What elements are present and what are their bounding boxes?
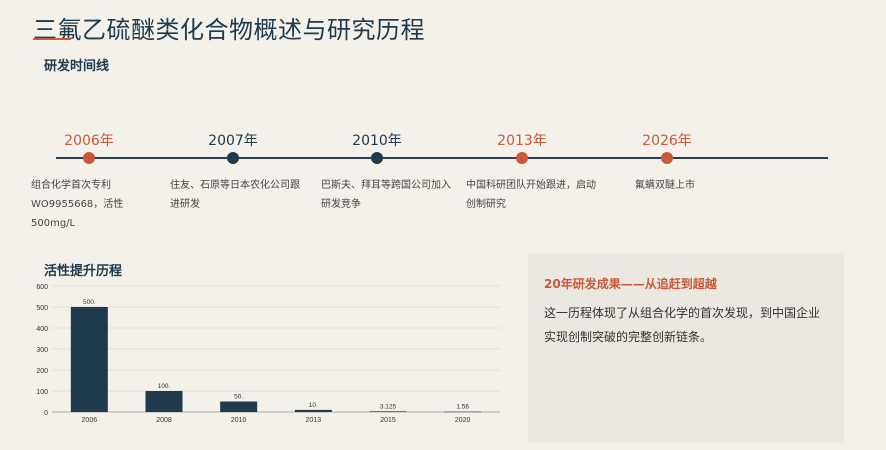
timeline-axis <box>56 157 828 159</box>
bar-2020 <box>444 411 482 413</box>
summary-panel: 20年研发成果——从追赶到超越 这一历程体现了从组合化学的首次发现，到中国企业实… <box>528 253 844 443</box>
y-tick-label: 200 <box>36 368 48 375</box>
bar-value-label: 500. <box>83 299 96 306</box>
timeline-dot-2007 <box>227 152 239 164</box>
timeline-dot-2006 <box>83 152 95 164</box>
timeline-desc-2006: 组合化学首次专利 WO9955668，活性500mg/L <box>31 176 161 233</box>
x-tick-label: 2020 <box>455 417 471 424</box>
timeline-desc-line: 氟螨双醚上市 <box>635 180 695 191</box>
bar-2006 <box>70 307 108 412</box>
timeline-desc-2013: 中国科研团队开始跟进，启动 创制研究 <box>466 176 606 214</box>
timeline-year-2026: 2026年 <box>642 133 692 149</box>
title-underline <box>33 38 71 40</box>
x-tick-label: 2006 <box>82 417 98 424</box>
y-tick-label: 400 <box>36 326 48 333</box>
timeline-desc-line: 巴斯夫、拜耳等跨国公司加入 <box>321 180 451 191</box>
timeline-desc-line: WO9955668，活性500mg/L <box>31 199 124 229</box>
y-tick-label: 500 <box>36 305 48 312</box>
timeline-year-2010: 2010年 <box>352 133 402 149</box>
bar-value-label: 50. <box>234 394 243 401</box>
page-title: 三氟乙硫醚类化合物概述与研究历程 <box>33 16 425 44</box>
timeline-year-2007: 2007年 <box>208 133 258 149</box>
bar-2010 <box>220 401 258 412</box>
bar-value-label: 100. <box>158 383 171 390</box>
timeline-desc-line: 研发竞争 <box>321 199 361 210</box>
bar-2013 <box>294 409 332 412</box>
y-tick-label: 300 <box>36 347 48 354</box>
panel-body: 这一历程体现了从组合化学的首次发现，到中国企业实现创制突破的完整创新链条。 <box>544 306 821 344</box>
timeline-desc-line: 组合化学首次专利 <box>31 180 111 191</box>
bar-chart-svg: 0 100 200 300 400 500 600 500. 2006 100. 2008 50. 20… <box>36 284 500 424</box>
bar-2015 <box>369 411 407 412</box>
timeline-desc-line: 住友、石原等日本农化公司跟 <box>170 180 300 191</box>
chart-heading: 活性提升历程 <box>44 264 123 279</box>
y-tick-label: 100 <box>36 389 48 396</box>
timeline-desc-2026: 氟螨双醚上市 <box>635 176 775 195</box>
timeline-desc-2007: 住友、石原等日本农化公司跟 进研发 <box>170 176 310 214</box>
timeline-year-2006: 2006年 <box>64 133 114 149</box>
bar-value-label: 10. <box>309 402 318 409</box>
activity-bar-chart: 0 100 200 300 400 500 600 500. 2006 100. 2008 50. 20… <box>30 278 510 428</box>
y-tick-label: 600 <box>36 284 48 291</box>
timeline-desc-line: 创制研究 <box>466 199 506 210</box>
timeline-year-2013: 2013年 <box>497 133 547 149</box>
panel-title: 20年研发成果——从追赶到超越 <box>544 277 717 291</box>
bar-value-label: 1.56 <box>456 404 469 411</box>
timeline-dot-2026 <box>661 152 673 164</box>
bar-value-label: 3.125 <box>380 403 397 410</box>
x-tick-label: 2015 <box>380 417 396 424</box>
timeline-desc-line: 中国科研团队开始跟进，启动 <box>466 180 596 191</box>
x-tick-label: 2008 <box>156 417 172 424</box>
bar-2008 <box>145 391 183 412</box>
y-tick-label: 0 <box>44 410 48 417</box>
timeline-heading: 研发时间线 <box>44 59 110 74</box>
timeline-dot-2010 <box>371 152 383 164</box>
x-tick-label: 2010 <box>231 417 247 424</box>
timeline-dot-2013 <box>516 152 528 164</box>
timeline-desc-line: 进研发 <box>170 199 200 210</box>
x-tick-label: 2013 <box>306 417 322 424</box>
timeline-desc-2010: 巴斯夫、拜耳等跨国公司加入 研发竞争 <box>321 176 461 214</box>
